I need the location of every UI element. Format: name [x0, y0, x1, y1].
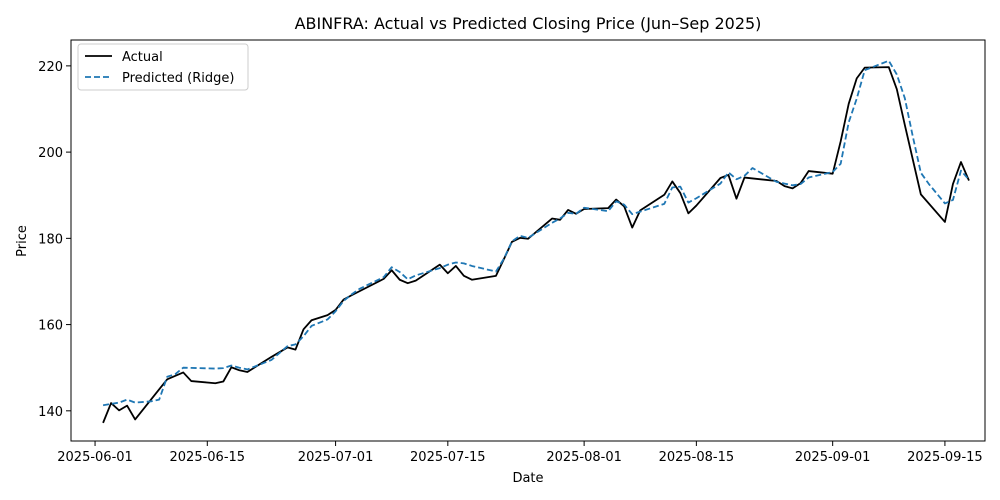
- x-axis: 2025-06-01 2025-06-15 2025-07-01 2025-07-15…: [57, 441, 983, 465]
- y-tick-label: 160: [38, 319, 63, 334]
- y-tick-label: 220: [38, 60, 63, 75]
- legend-label-predicted: Predicted (Ridge): [122, 71, 234, 86]
- x-tick-label: 2025-07-01: [298, 450, 374, 465]
- x-axis-label: Date: [512, 471, 543, 486]
- y-tick-label: 140: [38, 405, 63, 420]
- chart-title: ABINFRA: Actual vs Predicted Closing Pri…: [295, 14, 762, 33]
- series-layer: [102, 59, 970, 424]
- x-tick-label: 2025-09-15: [907, 450, 983, 465]
- legend: Actual Predicted (Ridge): [77, 43, 249, 91]
- legend-box: [77, 43, 249, 91]
- y-tick-label: 200: [38, 146, 63, 161]
- series-line-predicted: [102, 59, 970, 407]
- plot-frame: [70, 39, 986, 442]
- x-tick-label: 2025-08-15: [659, 450, 735, 465]
- x-tick-label: 2025-06-15: [170, 450, 246, 465]
- y-tick-label: 180: [38, 232, 63, 247]
- legend-label-actual: Actual: [122, 50, 163, 65]
- x-tick-label: 2025-09-01: [795, 450, 871, 465]
- y-axis: 140 160 180 200 220: [38, 60, 71, 420]
- series-line-actual: [102, 66, 970, 424]
- x-tick-label: 2025-07-15: [410, 450, 486, 465]
- y-axis-label: Price: [15, 225, 30, 257]
- x-tick-label: 2025-08-01: [546, 450, 622, 465]
- x-tick-label: 2025-06-01: [57, 450, 133, 465]
